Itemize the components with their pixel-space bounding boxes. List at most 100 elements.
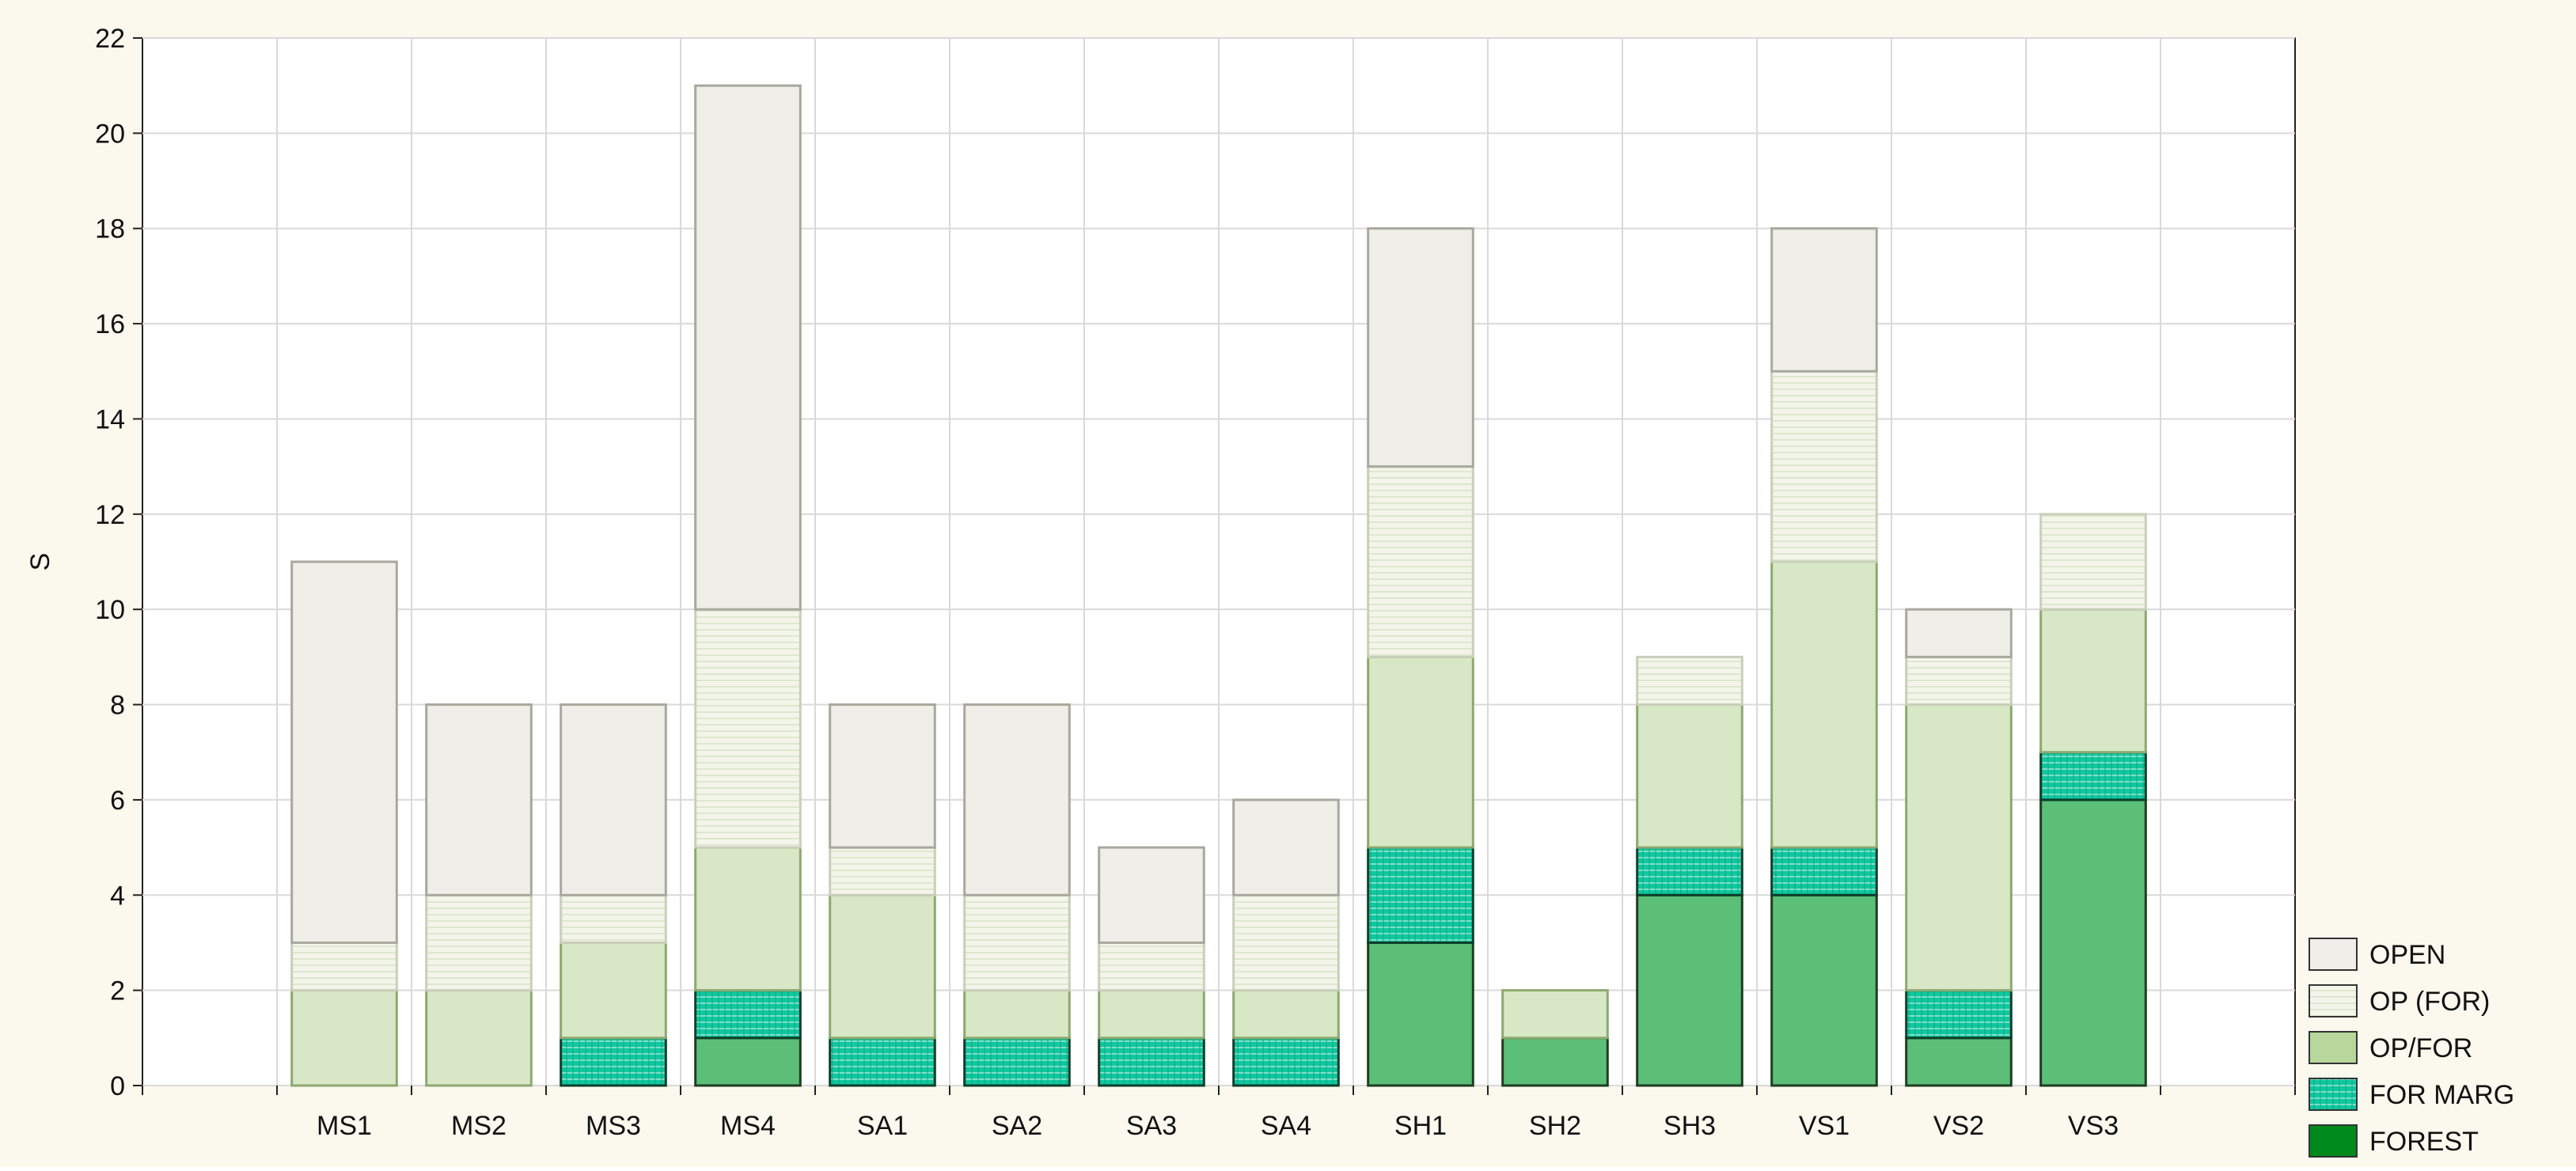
bar-vs1-forest [1770,893,1878,1087]
bars [290,84,2147,1087]
x-tick-label: VS2 [1933,1111,1984,1141]
bar-sa1-for-marg [829,1036,936,1087]
x-tick-label: SH1 [1394,1111,1447,1141]
bar-stack-sa2 [963,703,1071,1087]
legend-item: FOREST [2309,1124,2479,1158]
y-tick-label: 22 [95,24,125,54]
y-tick-label: 8 [110,691,125,721]
legend-swatch [2309,984,2358,1018]
bar-sh1-op-for [1367,465,1474,658]
legend-label: OP (FOR) [2369,987,2490,1017]
bar-vs2-open [1905,608,2013,658]
legend-swatch [2309,938,2358,971]
bar-stack-sa1 [829,703,936,1087]
legend-swatch [2309,1078,2358,1111]
bar-stack-ms2 [425,703,533,1087]
bar-vs3-op-for [2039,513,2147,611]
bar-vs2-for-marg [1905,989,2013,1040]
bar-ms4-for-marg [694,989,802,1040]
x-tick-label: SA2 [992,1111,1042,1141]
bar-ms3-for-marg [560,1036,667,1087]
legend-label: FOR MARG [2369,1080,2514,1110]
bar-ms3-op-for [560,893,667,944]
bar-ms4-op-for [694,846,802,992]
y-tick-label: 6 [110,786,125,816]
y-axis-label: S [25,553,55,571]
bar-sa2-for-marg [963,1036,1071,1087]
y-tick-label: 4 [110,881,125,911]
bar-sa4-for-marg [1232,1036,1340,1087]
bar-vs1-op-for [1770,369,1878,563]
bar-stack-sh2 [1501,989,1609,1087]
bar-stack-sa4 [1232,798,1340,1087]
bar-sa3-open [1098,846,1205,944]
legend-label: OPEN [2369,940,2445,970]
legend: OPEN OP (FOR) OP/FOR FOR MARG FOREST [2309,938,2514,1158]
bar-sa1-op-for [829,893,936,1040]
bar-sa4-op-for [1232,989,1340,1040]
bar-ms2-open [425,703,533,896]
bar-ms4-forest [694,1036,802,1087]
y-tick-label: 16 [95,309,125,339]
bar-vs2-op-for [1905,655,2013,707]
y-tick-label: 10 [95,595,125,625]
bar-sa4-op-for [1232,893,1340,992]
y-tick-label: 2 [110,976,125,1006]
x-tick-label: VS1 [1799,1111,1849,1141]
bar-sa2-op-for [963,989,1071,1040]
y-tick-label: 18 [95,214,125,244]
x-tick-label: SH3 [1664,1111,1716,1141]
x-tick-label: MS2 [451,1111,506,1141]
bar-ms2-op-for [425,989,533,1087]
bar-sa1-open [829,703,936,849]
y-tick-label: 20 [95,119,125,149]
y-tick-label: 14 [95,404,125,434]
legend-item: OP (FOR) [2309,984,2490,1018]
bar-sa3-op-for [1098,941,1205,992]
bar-ms4-op-for [694,608,802,849]
bar-stack-ms1 [290,560,398,1087]
x-tick-label: MS4 [720,1111,776,1141]
y-axis: 0 2 4 6 8 10 12 14 16 18 20 22 [95,24,142,1101]
x-tick-label: SA4 [1261,1111,1311,1141]
y-tick-label: 12 [95,500,125,530]
bar-stack-vs3 [2039,513,2147,1087]
legend-item: FOR MARG [2309,1078,2514,1111]
bar-sa4-open [1232,798,1340,896]
legend-label: OP/FOR [2369,1033,2472,1063]
y-tick-label: 0 [110,1071,125,1101]
bar-ms1-op-for [290,989,398,1087]
x-axis: MS1 MS2 MS3 MS4 SA1 SA2 SA3 SA4 SH1 SH2 SH3 VS1 VS2 V… [142,1086,2296,1141]
bar-stack-ms4 [694,84,802,1087]
bar-ms4-open [694,84,802,611]
x-tick-label: VS3 [2068,1111,2119,1141]
bar-stack-sh3 [1636,655,1743,1087]
legend-label: FOREST [2369,1127,2479,1157]
bar-stack-ms3 [560,703,667,1087]
bar-stack-vs2 [1905,608,2013,1087]
bar-vs2-op-for [1905,703,2013,992]
bar-sh3-op-for [1636,655,1743,707]
bar-vs1-op-for [1770,560,1878,849]
bar-vs3-for-marg [2039,751,2147,802]
bar-vs1-for-marg [1770,846,1878,896]
bar-sa2-op-for [963,893,1071,992]
bar-sh1-for-marg [1367,846,1474,944]
bar-vs1-open [1770,227,1878,373]
bar-sh1-forest [1367,941,1474,1087]
bar-sh1-op-for [1367,655,1474,849]
bar-stack-vs1 [1770,227,1878,1087]
bar-ms1-open [290,560,398,944]
bar-vs3-forest [2039,798,2147,1087]
x-tick-label: MS1 [317,1111,372,1141]
bar-sa3-for-marg [1098,1036,1205,1087]
legend-item: OPEN [2309,938,2445,971]
bar-sh1-open [1367,227,1474,468]
bar-stack-sa3 [1098,846,1205,1087]
legend-swatch [2309,1031,2358,1064]
x-tick-label: MS3 [586,1111,641,1141]
bar-ms1-op-for [290,941,398,992]
bar-stack-sh1 [1367,227,1474,1087]
